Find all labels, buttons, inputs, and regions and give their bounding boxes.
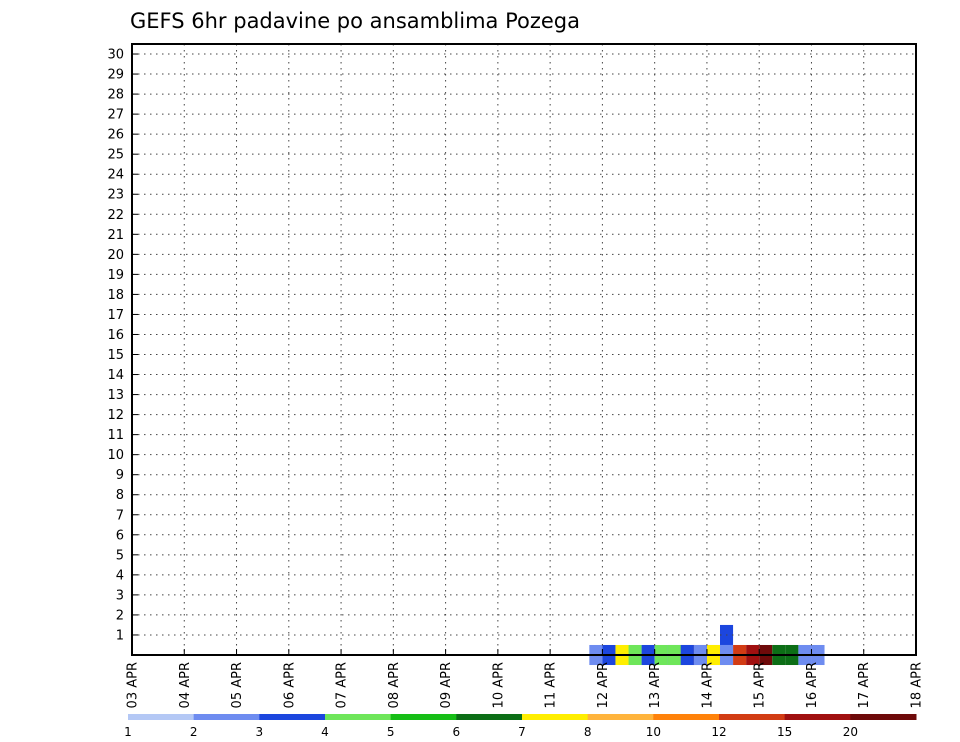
x-tick-label: 13 APR [648, 662, 663, 708]
legend-label: 20 [843, 725, 858, 739]
x-tick-label: 06 APR [282, 662, 297, 708]
x-tick-label: 03 APR [126, 662, 141, 708]
y-tick-label: 24 [107, 168, 124, 183]
x-tick-label: 04 APR [178, 662, 193, 708]
legend-label: 8 [584, 725, 592, 739]
y-tick-label: 1 [116, 628, 124, 643]
y-tick-label: 26 [107, 128, 124, 143]
y-tick-label: 10 [107, 448, 124, 463]
legend-label: 1 [124, 725, 132, 739]
y-tick-label: 29 [107, 68, 124, 83]
y-tick-label: 16 [107, 328, 124, 343]
y-tick-label: 20 [107, 248, 124, 263]
legend-swatch [325, 714, 392, 720]
legend-swatch [390, 714, 457, 720]
y-tick-label: 4 [116, 568, 124, 583]
x-axis: 03 APR 04 APR 05 APR 06 APR 07 APR 08 APR 09 A… [126, 649, 925, 708]
legend-label: 6 [453, 725, 461, 739]
legend-label: 15 [777, 725, 792, 739]
y-tick-label: 21 [107, 228, 124, 243]
plot-frame [131, 43, 917, 656]
legend-label: 4 [321, 725, 329, 739]
y-tick-label: 6 [116, 528, 124, 543]
x-tick-label: 12 APR [596, 662, 611, 708]
x-tick-label: 05 APR [230, 662, 245, 708]
y-axis: 1234567891011121314151617181920212223242… [107, 48, 138, 643]
y-tick-label: 19 [107, 268, 124, 283]
legend-label: 12 [711, 725, 726, 739]
x-tick-label: 18 APR [910, 662, 925, 708]
y-tick-label: 18 [107, 288, 124, 303]
legend-swatch [128, 714, 195, 720]
x-tick-label: 17 APR [857, 662, 872, 708]
y-tick-label: 13 [107, 388, 124, 403]
x-tick-label: 16 APR [805, 662, 820, 708]
y-tick-label: 9 [116, 468, 124, 483]
y-tick-label: 27 [107, 108, 124, 123]
chart-title: GEFS 6hr padavine po ansamblima Pozega [130, 9, 580, 33]
y-tick-label: 7 [116, 508, 124, 523]
legend-label: 3 [256, 725, 264, 739]
legend-swatch [784, 714, 851, 720]
x-tick-label: 09 APR [439, 662, 454, 708]
y-tick-label: 22 [107, 208, 124, 223]
y-tick-label: 23 [107, 188, 124, 203]
y-tick-label: 14 [107, 368, 124, 383]
y-tick-label: 12 [107, 408, 124, 423]
legend-swatch [719, 714, 786, 720]
legend-swatch [522, 714, 589, 720]
grid-lines [131, 44, 917, 655]
x-tick-label: 14 APR [700, 662, 715, 708]
y-tick-label: 2 [116, 608, 124, 623]
legend-swatch [587, 714, 654, 720]
x-tick-label: 08 APR [387, 662, 402, 708]
legend-swatch [850, 714, 917, 720]
legend-label: 7 [518, 725, 526, 739]
y-tick-label: 3 [116, 588, 124, 603]
x-tick-label: 11 APR [544, 662, 559, 708]
legend-label: 5 [387, 725, 395, 739]
legend-swatch [193, 714, 260, 720]
x-tick-label: 10 APR [491, 662, 506, 708]
x-tick-label: 15 APR [753, 662, 768, 708]
legend: 1 2 3 4 5 6 7 8 10 12 15 20 [124, 714, 917, 739]
legend-label: 10 [646, 725, 661, 739]
y-tick-label: 15 [107, 348, 124, 363]
y-tick-label: 5 [116, 548, 124, 563]
y-tick-label: 17 [107, 308, 124, 323]
y-tick-label: 28 [107, 88, 124, 103]
legend-swatch [653, 714, 720, 720]
legend-label: 2 [190, 725, 198, 739]
y-tick-label: 11 [107, 428, 124, 443]
legend-swatch [259, 714, 326, 720]
y-tick-label: 30 [107, 48, 124, 63]
x-tick-label: 07 APR [335, 662, 350, 708]
y-tick-label: 25 [107, 148, 124, 163]
y-tick-label: 8 [116, 488, 124, 503]
legend-swatch [456, 714, 523, 720]
